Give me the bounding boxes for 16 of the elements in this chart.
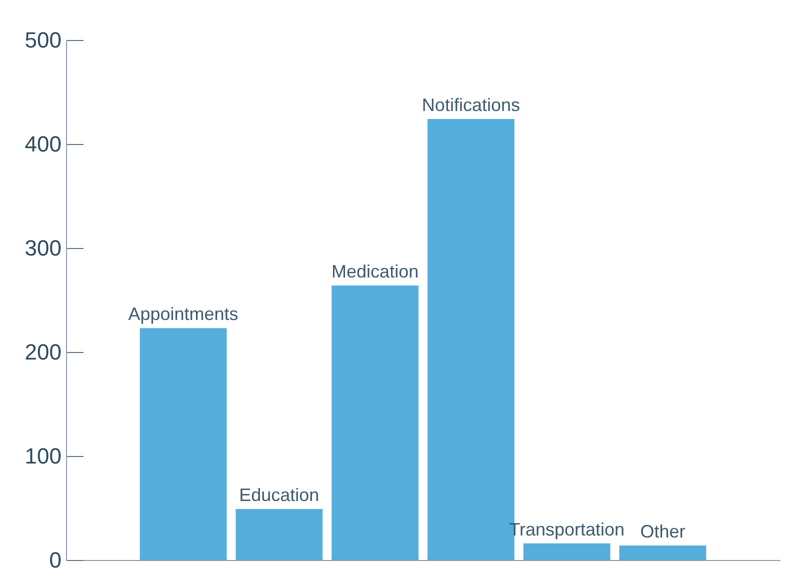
- x-tick-label: Other: [640, 521, 686, 542]
- x-tick-label: Notifications: [422, 95, 520, 116]
- y-tick-label: 400: [24, 132, 62, 156]
- x-tick-label: Medication: [332, 261, 419, 282]
- y-tick-label: 300: [24, 236, 62, 260]
- x-tick-label: Education: [239, 485, 320, 506]
- bar: [236, 509, 323, 560]
- y-tick-label: 200: [24, 340, 62, 364]
- y-tick-label: 0: [49, 548, 62, 572]
- x-tick-label: Appointments: [128, 304, 238, 324]
- y-tick-label: 100: [24, 444, 62, 468]
- bar: [523, 543, 610, 560]
- bar: [619, 545, 706, 560]
- y-tick-label: 500: [24, 28, 62, 52]
- bar: [140, 328, 227, 560]
- bar: [332, 285, 418, 560]
